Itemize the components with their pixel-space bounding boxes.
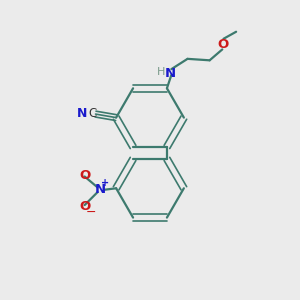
Text: C: C bbox=[88, 107, 97, 120]
Text: H: H bbox=[157, 67, 165, 76]
Text: N: N bbox=[94, 183, 106, 196]
Text: −: − bbox=[86, 206, 96, 219]
Text: N: N bbox=[164, 67, 175, 80]
Text: O: O bbox=[79, 169, 90, 182]
Text: O: O bbox=[79, 200, 90, 213]
Text: N: N bbox=[76, 107, 87, 120]
Text: +: + bbox=[101, 178, 109, 188]
Text: O: O bbox=[217, 38, 229, 51]
